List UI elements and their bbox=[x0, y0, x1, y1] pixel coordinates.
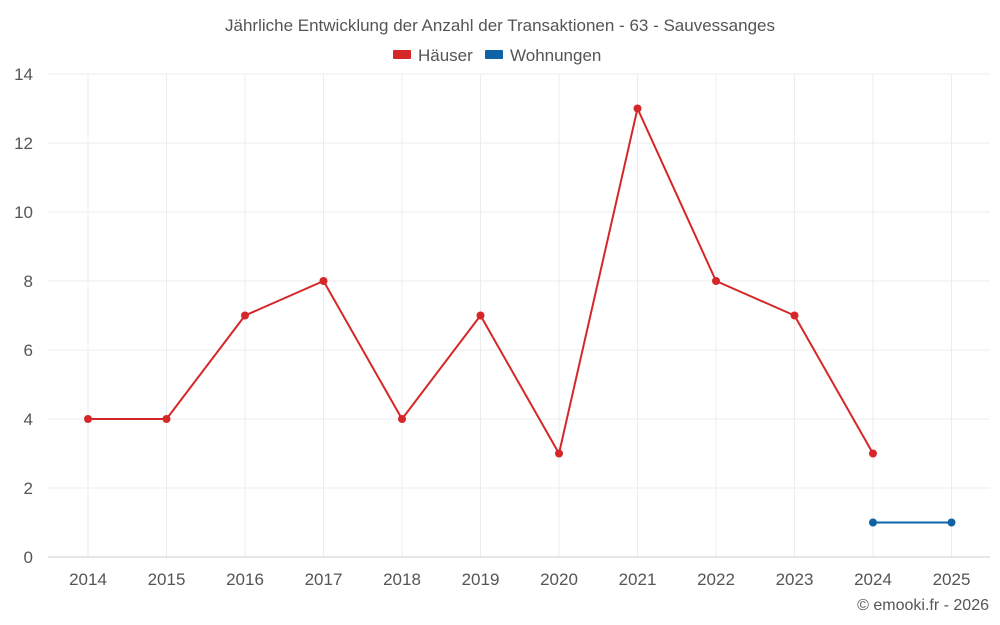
data-point[interactable] bbox=[476, 311, 485, 320]
x-tick-label: 2015 bbox=[148, 570, 186, 589]
x-tick-label: 2018 bbox=[383, 570, 421, 589]
y-axis-ticks: 0 2 4 6 8 10 12 14 bbox=[14, 65, 33, 567]
data-point[interactable] bbox=[712, 277, 720, 285]
data-point[interactable] bbox=[398, 415, 406, 423]
y-tick-label: 12 bbox=[14, 134, 33, 153]
legend-swatch-wohnungen bbox=[485, 50, 503, 59]
data-point[interactable] bbox=[241, 311, 249, 320]
data-point[interactable] bbox=[162, 415, 171, 423]
data-point[interactable] bbox=[947, 518, 956, 527]
chart-title: Jährliche Entwicklung der Anzahl der Tra… bbox=[225, 16, 775, 35]
legend-item-wohnungen[interactable]: Wohnungen bbox=[485, 46, 601, 65]
x-tick-label: 2019 bbox=[462, 570, 500, 589]
y-gridlines bbox=[48, 73, 990, 489]
series-0 bbox=[84, 104, 877, 458]
y-tick-label: 14 bbox=[14, 65, 33, 84]
x-tick-label: 2020 bbox=[540, 570, 578, 589]
x-gridlines bbox=[87, 74, 952, 557]
credit-text: © emooki.fr - 2026 bbox=[857, 597, 989, 614]
y-tick-label: 6 bbox=[24, 341, 33, 360]
data-point[interactable] bbox=[869, 449, 877, 458]
data-point[interactable] bbox=[790, 311, 799, 320]
legend-item-haeuser[interactable]: Häuser bbox=[393, 46, 473, 65]
y-tick-label: 10 bbox=[14, 203, 33, 222]
legend-label-wohnungen: Wohnungen bbox=[510, 46, 601, 65]
series-layer bbox=[84, 104, 956, 527]
x-tick-label: 2022 bbox=[697, 570, 735, 589]
data-point[interactable] bbox=[633, 104, 642, 113]
y-tick-label: 8 bbox=[24, 272, 33, 291]
legend-label-haeuser: Häuser bbox=[418, 46, 473, 65]
x-tick-label: 2016 bbox=[226, 570, 264, 589]
x-tick-label: 2021 bbox=[619, 570, 657, 589]
x-tick-label: 2014 bbox=[69, 570, 107, 589]
x-tick-label: 2023 bbox=[776, 570, 814, 589]
data-point[interactable] bbox=[84, 415, 92, 423]
y-tick-label: 0 bbox=[24, 548, 33, 567]
x-tick-label: 2024 bbox=[854, 570, 892, 589]
y-tick-label: 4 bbox=[24, 410, 33, 429]
data-point[interactable] bbox=[555, 449, 563, 458]
legend: Häuser Wohnungen bbox=[393, 46, 601, 65]
x-tick-label: 2017 bbox=[305, 570, 343, 589]
series-1 bbox=[869, 518, 956, 527]
data-point[interactable] bbox=[319, 277, 328, 285]
y-tick-label: 2 bbox=[24, 479, 33, 498]
legend-swatch-haeuser bbox=[393, 50, 411, 59]
x-tick-label: 2025 bbox=[933, 570, 971, 589]
x-axis-ticks: 2014 2015 2016 2017 2018 2019 2020 2021 2022 2023… bbox=[69, 570, 970, 589]
data-point[interactable] bbox=[869, 518, 877, 527]
